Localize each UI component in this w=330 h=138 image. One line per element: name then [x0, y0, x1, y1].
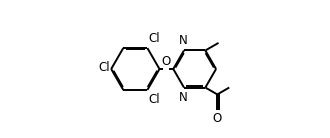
Text: N: N	[179, 91, 188, 104]
Text: N: N	[179, 34, 188, 47]
Text: O: O	[162, 55, 171, 68]
Text: Cl: Cl	[149, 32, 160, 45]
Text: O: O	[213, 112, 222, 125]
Text: Cl: Cl	[149, 93, 160, 106]
Text: Cl: Cl	[98, 61, 110, 74]
